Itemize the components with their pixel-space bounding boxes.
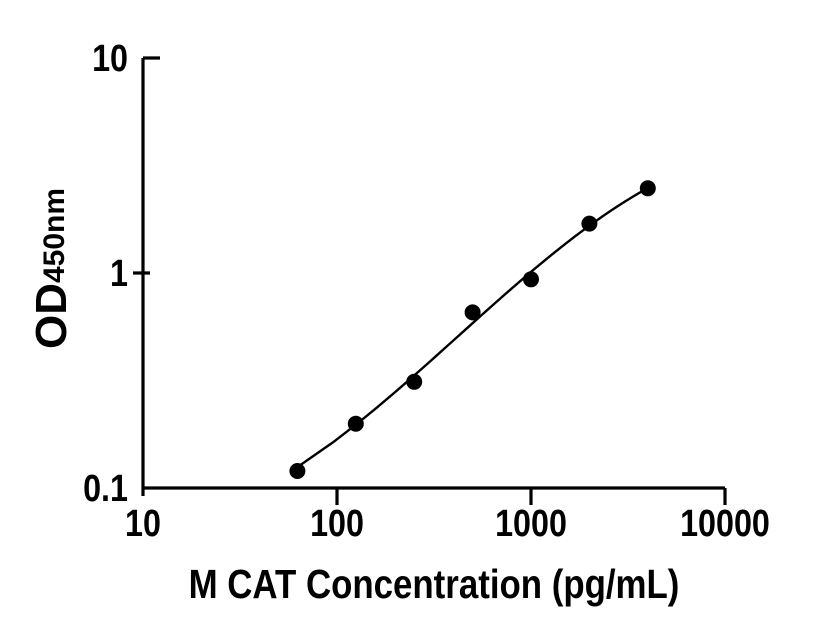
svg-text:10: 10: [125, 503, 161, 545]
svg-text:M CAT Concentration (pg/mL): M CAT Concentration (pg/mL): [189, 562, 680, 607]
svg-text:100: 100: [310, 503, 364, 545]
svg-text:1: 1: [110, 253, 128, 295]
svg-text:0.1: 0.1: [83, 468, 128, 510]
svg-text:OD450nm: OD450nm: [27, 188, 76, 349]
svg-text:10: 10: [92, 38, 128, 80]
svg-text:10000: 10000: [680, 503, 770, 545]
svg-text:1000: 1000: [495, 503, 567, 545]
